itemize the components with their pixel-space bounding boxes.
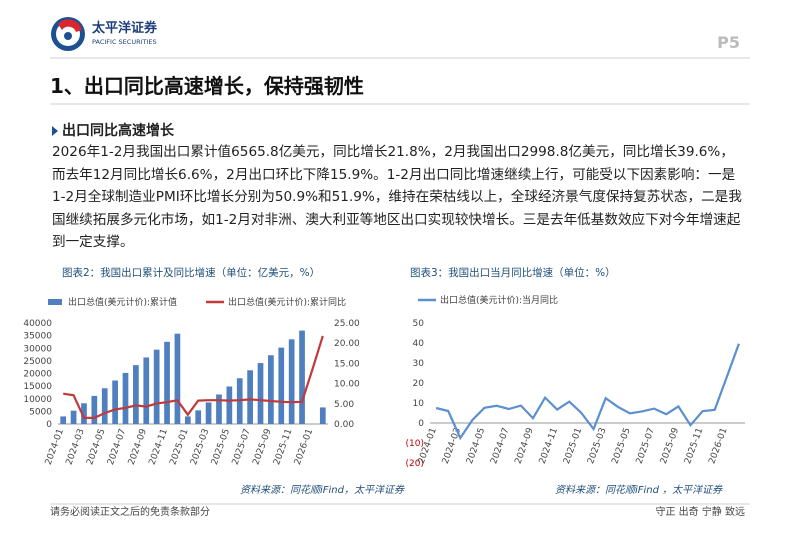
x-tick-label: 2024-01	[44, 428, 66, 467]
y-tick-label: 30	[413, 359, 425, 369]
bar	[91, 395, 98, 424]
disclaimer: 请务必阅读正文之后的免责条款部分	[50, 505, 210, 518]
x-tick-label: 2025-09	[659, 426, 681, 465]
bar	[70, 410, 77, 424]
y-tick-label: 40	[413, 339, 425, 349]
y-tick-label: 20000	[23, 370, 52, 380]
y-tick-label: 40000	[23, 319, 52, 329]
section-heading: 出口同比高速增长	[62, 123, 174, 139]
x-tick-label: 2024-11	[148, 428, 170, 467]
y-tick-label: 35000	[23, 332, 52, 342]
x-tick-label: 2025-03	[586, 427, 608, 466]
y-tick-label: 50	[413, 319, 425, 329]
chart-caption: 图表3：我国出口当月同比增速（单位：%）	[410, 267, 616, 279]
logo-cn: 太平洋证券	[91, 20, 158, 36]
chart-caption: 图表2：我国出口累计及同比增速（单位：亿美元，%）	[62, 267, 321, 279]
bar	[133, 365, 139, 424]
chart-source: 资料来源：同花顺iFind，太平洋证券	[240, 485, 404, 496]
x-tick-label: 2026-01	[707, 427, 729, 466]
x-tick-label: 2024-09	[127, 427, 149, 466]
y-tick-label: 15000	[23, 382, 52, 392]
bullet	[52, 126, 58, 136]
chart-source: 资料来源：同花顺iFind ，太平洋证券	[555, 485, 723, 496]
bar	[112, 380, 118, 424]
y2-tick-label: 10.00	[334, 380, 360, 390]
bar	[101, 388, 108, 424]
bar	[153, 349, 160, 424]
bar	[81, 403, 87, 424]
x-tick-label: 2025-03	[189, 428, 211, 467]
x-tick-label: 2024-09	[514, 426, 536, 465]
y-tick-label: 10	[413, 399, 425, 409]
legend-label: 出口总值(美元计价):累计值	[68, 296, 177, 308]
bar	[60, 416, 67, 424]
x-tick-label: 2025-05	[610, 427, 632, 466]
bar	[184, 416, 191, 424]
bar	[226, 386, 233, 424]
x-tick-label: 2025-09	[251, 427, 273, 466]
x-tick-label: 2025-01	[168, 428, 190, 467]
y-tick-label: 0	[46, 420, 52, 430]
x-tick-label: 2025-05	[210, 428, 232, 467]
y-tick-label: 20	[413, 379, 425, 389]
y-tick-label: 30000	[23, 344, 52, 354]
y2-tick-label: 15.00	[334, 359, 360, 369]
page-number: P5	[717, 33, 740, 52]
bar	[288, 339, 295, 424]
bar	[143, 357, 150, 424]
line	[435, 343, 740, 441]
line	[63, 335, 324, 419]
bar	[319, 407, 326, 424]
x-tick-label: 2024-05	[465, 427, 487, 466]
y2-tick-label: 20.00	[334, 339, 360, 349]
x-tick-label: 2024-07	[106, 428, 128, 467]
x-tick-label: 2026-01	[293, 428, 315, 467]
bar	[164, 341, 170, 424]
bar	[247, 370, 253, 424]
y2-tick-label: 25.00	[334, 319, 360, 329]
motto: 守正 出奇 宁静 致远	[655, 505, 745, 518]
x-tick-label: 2024-05	[85, 428, 107, 467]
bar	[278, 347, 285, 424]
legend-label: 出口总值(美元计价):累计同比	[228, 296, 346, 308]
x-tick-label: 2025-11	[683, 427, 705, 466]
y-tick-label: 0	[418, 419, 424, 429]
x-tick-label: 2024-11	[538, 427, 560, 466]
x-tick-label: 2025-07	[635, 427, 657, 466]
x-tick-label: 2025-07	[231, 428, 253, 467]
bar	[299, 330, 305, 424]
y-tick-label: 5000	[29, 407, 52, 417]
x-tick-label: 2024-03	[65, 428, 87, 467]
bar	[268, 355, 274, 424]
bar	[174, 333, 181, 424]
bar	[195, 410, 202, 424]
legend-label: 出口总值(美元计价):当月同比	[440, 294, 558, 306]
x-tick-label: 2024-03	[441, 427, 463, 466]
y2-tick-label: 5.00	[334, 400, 354, 410]
bar	[216, 394, 222, 424]
y-tick-label: (10)	[406, 439, 424, 449]
logo	[51, 17, 85, 51]
bar	[257, 363, 264, 424]
y2-tick-label: 0.00	[334, 420, 354, 430]
bar	[205, 402, 212, 424]
x-tick-label: 2025-01	[562, 427, 584, 466]
logo-en: PACIFIC SECURITIES	[92, 38, 157, 46]
bar	[122, 372, 129, 424]
y-tick-label: 10000	[23, 395, 52, 405]
paragraph: 2026年1-2月我国出口累计值6565.8亿美元，同比增长21.8%，2月我国…	[52, 144, 742, 250]
y-tick-label: (20)	[406, 459, 424, 469]
y-tick-label: 25000	[23, 357, 52, 367]
title: 1、出口同比高速增长，保持强韧性	[50, 74, 364, 98]
x-tick-label: 2024-07	[489, 427, 511, 466]
legend-swatch	[48, 299, 62, 305]
x-tick-label: 2025-11	[272, 428, 294, 467]
